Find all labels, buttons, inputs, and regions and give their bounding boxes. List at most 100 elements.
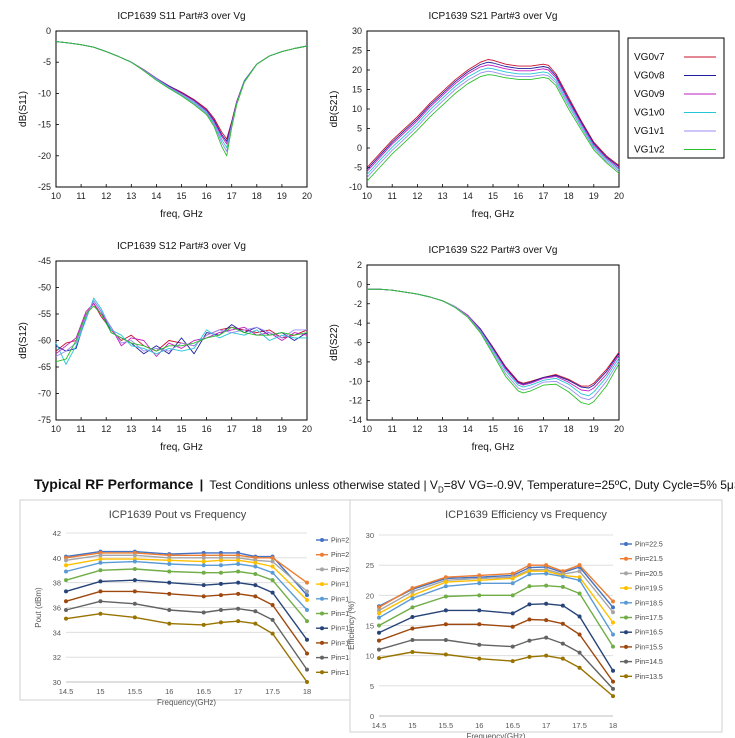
y-tick-label: -6 [354, 338, 362, 348]
data-point [377, 638, 381, 643]
series-line-vg0v7 [55, 302, 308, 352]
series-line-pin-19-5 [378, 570, 614, 623]
legend-label: Pin=22.5 [635, 542, 663, 549]
data-point [201, 622, 206, 627]
data-point [611, 632, 615, 637]
y-tick-label: -12 [349, 396, 362, 406]
series-line-vg0v8 [366, 61, 620, 170]
data-point [218, 620, 223, 625]
data-point [510, 571, 515, 576]
x-tick-label: 15 [176, 424, 186, 434]
chart-2: ICP1639 S21 Part#3 over Vg 10 11 12 13 14 15 16… [329, 11, 624, 220]
data-point [305, 607, 309, 612]
series-line-vg0v8 [55, 41, 308, 142]
data-point [410, 637, 415, 642]
x-tick-label: 15 [176, 191, 186, 201]
legend-label: VG0v9 [634, 89, 665, 100]
data-point [477, 578, 482, 583]
legend-marker [624, 556, 628, 561]
y-tick-label: 30 [53, 678, 61, 687]
data-point [611, 605, 615, 610]
y-tick-label: -65 [38, 362, 51, 372]
legend-marker [624, 644, 628, 649]
series-line-pin-13-5 [378, 651, 614, 697]
legend-marker [320, 538, 324, 542]
data-point [510, 593, 515, 598]
data-point [253, 594, 258, 599]
data-point [218, 607, 223, 612]
data-point [132, 567, 137, 572]
series-line-pin-19-5 [65, 558, 308, 601]
data-point [510, 611, 515, 616]
legend-marker [320, 567, 324, 572]
legend-marker [624, 674, 628, 679]
data-point [132, 553, 137, 558]
y-tick-label: 15 [352, 85, 362, 95]
legend-label: Pin=19.5 [635, 586, 663, 593]
data-point [560, 584, 565, 589]
y-tick-label: -20 [38, 151, 51, 161]
series-line-vg1v1 [55, 41, 308, 152]
data-point [167, 591, 172, 596]
y-tick-label: 15 [366, 622, 374, 631]
data-point [577, 575, 582, 580]
data-point [611, 599, 615, 604]
x-tick-label: 18 [303, 687, 311, 696]
y-tick-label: -2 [354, 299, 362, 309]
series-line-pin-18-5 [378, 572, 614, 635]
legend-label: Pin=14.5 [331, 655, 359, 662]
data-point [544, 601, 549, 606]
data-point [270, 559, 275, 564]
x-tick-label: 17 [227, 424, 237, 434]
legend-marker [624, 600, 628, 605]
x-tick-label: 10 [51, 191, 61, 201]
data-point [611, 620, 615, 625]
data-point [544, 653, 549, 658]
y-axis-label: Efficiency (%) [347, 601, 356, 650]
x-axis-label: freq, GHz [472, 209, 515, 220]
legend-label: Pin=16.5 [331, 626, 359, 633]
series-line-vg1v1 [366, 70, 620, 178]
series-line-pin-16-5 [378, 603, 614, 672]
x-tick-label: 12 [101, 191, 111, 201]
chart-5: ICP1639 Pout vs Frequency 14.5 15 15.5 16 16.… [19, 499, 359, 707]
x-tick-label: 12 [101, 424, 111, 434]
x-tick-label: 13 [438, 424, 448, 434]
vg-legend: VG0v7 VG0v8 VG0v9 VG1v0 VG1v1 VG1v2 [627, 37, 725, 159]
data-point [577, 563, 582, 568]
data-point [443, 580, 448, 585]
x-tick-label: 20 [614, 424, 624, 434]
y-tick-label: 36 [53, 604, 61, 613]
y-axis-label: dB(S11) [18, 91, 29, 127]
y-tick-label: 25 [352, 46, 362, 56]
data-point [410, 615, 415, 620]
data-point [236, 569, 241, 574]
data-point [253, 609, 258, 614]
data-point [477, 622, 482, 627]
y-axis-label: dB(S12) [18, 322, 29, 359]
y-tick-label: 0 [357, 143, 362, 153]
x-tick-label: 15 [488, 191, 498, 201]
data-point [477, 642, 482, 647]
data-point [98, 579, 103, 584]
data-point [305, 593, 309, 598]
legend-marker [320, 552, 324, 557]
x-tick-label: 18 [564, 191, 574, 201]
data-point [236, 558, 241, 563]
x-tick-label: 20 [614, 191, 624, 201]
y-tick-label: -10 [38, 88, 51, 98]
data-point [377, 611, 381, 616]
series-line-vg0v7 [366, 59, 620, 168]
data-point [560, 656, 565, 661]
data-point [270, 578, 275, 583]
data-point [167, 607, 172, 612]
legend-box [627, 37, 725, 159]
y-tick-label: 0 [357, 279, 362, 289]
data-point [64, 563, 68, 568]
y-tick-label: 40 [53, 554, 61, 563]
data-point [443, 622, 448, 627]
legend-label: Pin=21.5 [331, 552, 359, 559]
data-point [64, 616, 68, 621]
series-line-vg1v0 [366, 67, 620, 175]
data-point [410, 626, 415, 631]
